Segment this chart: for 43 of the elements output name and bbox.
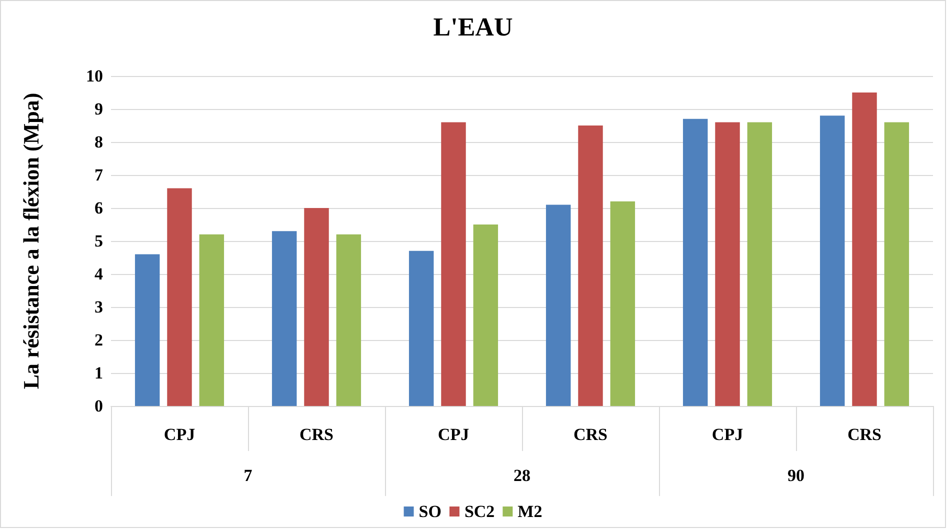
bar	[610, 201, 636, 406]
y-tick-label: 7	[94, 166, 104, 184]
y-tick-label: 9	[94, 100, 103, 118]
bar	[167, 188, 192, 406]
bar	[747, 122, 772, 406]
y-tick-label: 0	[94, 396, 103, 416]
bar	[336, 234, 362, 406]
y-tick-label: 10	[86, 66, 103, 86]
bar	[715, 122, 740, 406]
bar	[682, 118, 708, 406]
y-tick-label: 6	[94, 198, 103, 218]
x-tick-label: CPJ	[712, 425, 744, 444]
y-tick-label: 1	[94, 364, 103, 382]
bar	[473, 224, 498, 406]
y-tick-label: 2	[94, 330, 103, 350]
y-axis-title: La résistance a la fléxion (Mpa)	[18, 92, 44, 390]
y-tick-label: 8	[94, 132, 103, 152]
bar	[304, 208, 329, 406]
bar	[134, 254, 160, 406]
x-tick-label: CRS	[573, 425, 608, 444]
bar	[199, 234, 224, 406]
bar	[408, 250, 434, 406]
bar	[272, 231, 297, 406]
legend-label: SC2	[464, 502, 495, 521]
legend-label: SO	[418, 502, 442, 521]
text: 90	[788, 466, 804, 485]
y-tick-label: 3	[94, 298, 103, 316]
bar	[578, 126, 603, 406]
bar	[884, 122, 910, 406]
bar	[441, 122, 466, 406]
bar	[546, 204, 571, 406]
bar	[852, 92, 877, 406]
chart-title: L'EAU	[433, 12, 513, 42]
text: 7	[244, 466, 253, 485]
legend-label: M2	[518, 502, 542, 521]
text: 28	[514, 466, 530, 485]
x-tick-label: CPJ	[438, 425, 470, 444]
y-tick-label: 4	[94, 264, 104, 284]
x-tick-label: CPJ	[164, 425, 196, 444]
bar	[820, 116, 845, 406]
x-tick-label: CRS	[299, 425, 334, 444]
y-tick-label: 5	[94, 232, 103, 250]
x-tick-label: CRS	[847, 425, 882, 444]
